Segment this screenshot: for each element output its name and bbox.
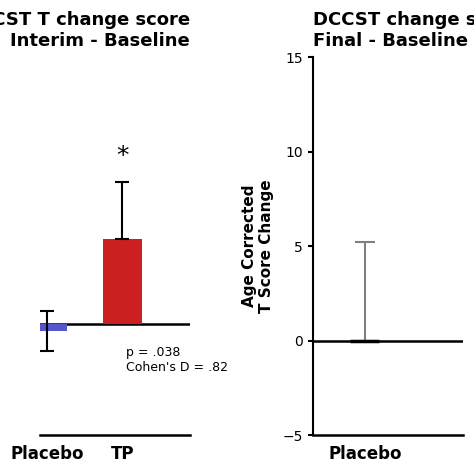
Text: DCCST change score
Final - Baseline: DCCST change score Final - Baseline bbox=[312, 11, 474, 50]
Text: DCCST T change score
Interim - Baseline: DCCST T change score Interim - Baseline bbox=[0, 11, 190, 50]
Text: p = .038
Cohen's D = .82: p = .038 Cohen's D = .82 bbox=[126, 346, 228, 374]
Bar bbox=[103, 239, 142, 324]
Text: *: * bbox=[116, 144, 128, 168]
Y-axis label: Age Corrected
T Score Change: Age Corrected T Score Change bbox=[242, 179, 274, 313]
Bar bbox=[27, 324, 66, 331]
